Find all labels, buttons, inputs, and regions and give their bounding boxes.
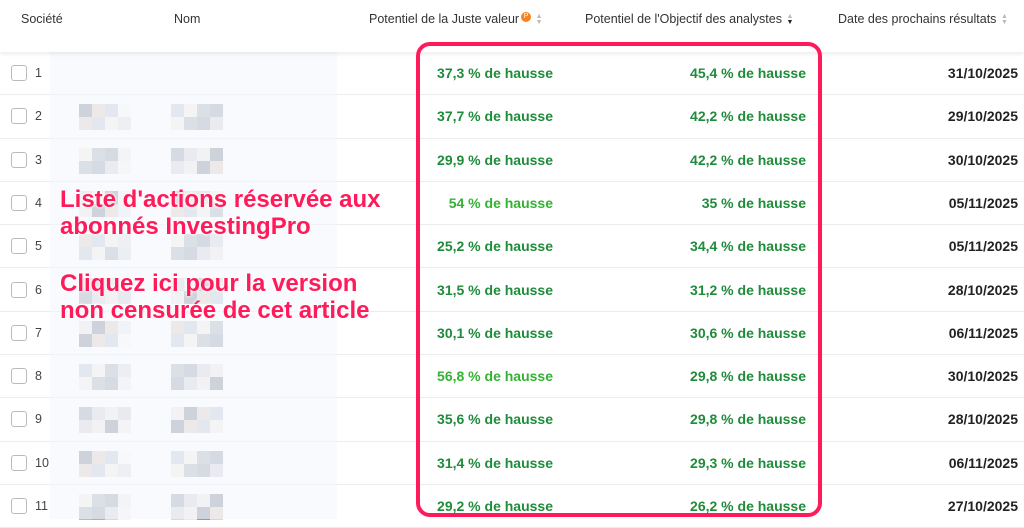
promo-link[interactable]: Cliquez ici pour la version non censurée… (60, 270, 369, 324)
analyst-target-upside: 42,2 % de hausse (690, 151, 806, 168)
earnings-date: 05/11/2025 (948, 238, 1018, 255)
sort-icon[interactable]: ▲ ▼ (535, 12, 543, 26)
row-number: 9 (35, 412, 42, 427)
row-checkbox[interactable] (11, 151, 27, 168)
analyst-target-upside: 31,2 % de hausse (690, 281, 806, 298)
earnings-date: 30/10/2025 (947, 151, 1018, 168)
promo-line: abonnés InvestingPro (60, 213, 311, 240)
row-number: 8 (35, 369, 42, 384)
row-number: 2 (35, 109, 42, 124)
row-checkbox[interactable] (11, 324, 27, 341)
row-checkbox[interactable] (11, 498, 27, 514)
earnings-date: 06/11/2025 (948, 454, 1018, 471)
analyst-target-upside: 26,2 % de hausse (690, 498, 806, 514)
earnings-date: 28/10/2025 (947, 411, 1018, 428)
fair-value-upside: 29,9 % de hausse (437, 151, 553, 168)
sort-icon[interactable]: ▲ ▼ (1000, 12, 1008, 26)
fair-value-upside: 56,8 % de hausse (437, 368, 553, 385)
analyst-target-upside: 34,4 % de hausse (690, 238, 806, 255)
column-nom[interactable]: Nom (174, 12, 200, 26)
earnings-date: 30/10/2025 (947, 368, 1018, 385)
fair-value-upside: 25,2 % de hausse (437, 238, 553, 255)
highlight-frame (416, 42, 822, 517)
earnings-date: 06/11/2025 (948, 324, 1018, 341)
row-checkbox[interactable] (11, 108, 27, 125)
row-number: 6 (35, 282, 42, 297)
fair-value-upside: 29,2 % de hausse (437, 498, 553, 514)
analyst-target-upside: 45,4 % de hausse (690, 65, 806, 81)
column-societe[interactable]: Société (21, 12, 63, 26)
fair-value-upside: 31,4 % de hausse (437, 454, 553, 471)
earnings-date: 31/10/2025 (947, 65, 1018, 81)
row-checkbox[interactable] (11, 281, 27, 298)
row-number: 7 (35, 325, 42, 340)
table-row[interactable]: 1 37,3 % de hausse 45,4 % de hausse 31/1… (0, 52, 1024, 96)
fair-value-upside: 30,1 % de hausse (437, 324, 553, 341)
promo-line: non censurée de cet article (60, 297, 370, 324)
column-label: Société (21, 12, 63, 26)
column-label: Potentiel de la Juste valeur (369, 12, 520, 26)
row-checkbox[interactable] (11, 65, 27, 81)
promo-line: Liste d'actions réservée aux (60, 186, 381, 213)
earnings-date: 05/11/2025 (948, 194, 1018, 211)
row-checkbox[interactable] (11, 194, 27, 211)
row-checkbox[interactable] (11, 238, 27, 255)
earnings-date: 29/10/2025 (947, 108, 1018, 125)
fair-value-upside: 35,6 % de hausse (437, 411, 553, 428)
pro-badge-icon: P (521, 12, 532, 22)
column-date[interactable]: Date des prochains résultats ▲ ▼ (838, 12, 1008, 26)
fair-value-upside: 31,5 % de hausse (437, 281, 553, 298)
row-checkbox[interactable] (11, 368, 27, 385)
censor-overlay (50, 52, 337, 519)
earnings-date: 27/10/2025 (947, 498, 1018, 514)
analyst-target-upside: 42,2 % de hausse (690, 108, 806, 125)
analyst-target-upside: 35 % de hausse (701, 194, 806, 211)
column-label: Date des prochains résultats (838, 12, 997, 26)
row-number: 10 (35, 455, 49, 470)
promo-text-1[interactable]: Liste d'actions réservée aux abonnés Inv… (60, 186, 381, 240)
analyst-target-upside: 29,3 % de hausse (690, 454, 806, 471)
column-objectif[interactable]: Potentiel de l'Objectif des analystes ▲ ▼ (585, 12, 794, 26)
row-checkbox[interactable] (11, 454, 27, 471)
analyst-target-upside: 29,8 % de hausse (690, 411, 806, 428)
sort-desc-icon[interactable]: ▲ ▼ (786, 12, 794, 26)
fair-value-upside: 54 % de hausse (448, 194, 553, 211)
column-label: Potentiel de l'Objectif des analystes (585, 12, 782, 26)
row-number: 4 (35, 195, 42, 210)
row-number: 5 (35, 239, 42, 254)
fair-value-upside: 37,7 % de hausse (437, 108, 553, 125)
analyst-target-upside: 29,8 % de hausse (690, 368, 806, 385)
earnings-date: 28/10/2025 (947, 281, 1018, 298)
promo-line: Cliquez ici pour la version (60, 270, 358, 297)
analyst-target-upside: 30,6 % de hausse (690, 324, 806, 341)
row-checkbox[interactable] (11, 411, 27, 428)
row-number: 11 (35, 499, 48, 513)
row-number: 1 (35, 66, 42, 80)
column-label: Nom (174, 12, 201, 26)
fair-value-upside: 37,3 % de hausse (437, 65, 553, 81)
column-juste-valeur[interactable]: Potentiel de la Juste valeur P ▲ ▼ (369, 12, 543, 26)
row-number: 3 (35, 152, 42, 167)
